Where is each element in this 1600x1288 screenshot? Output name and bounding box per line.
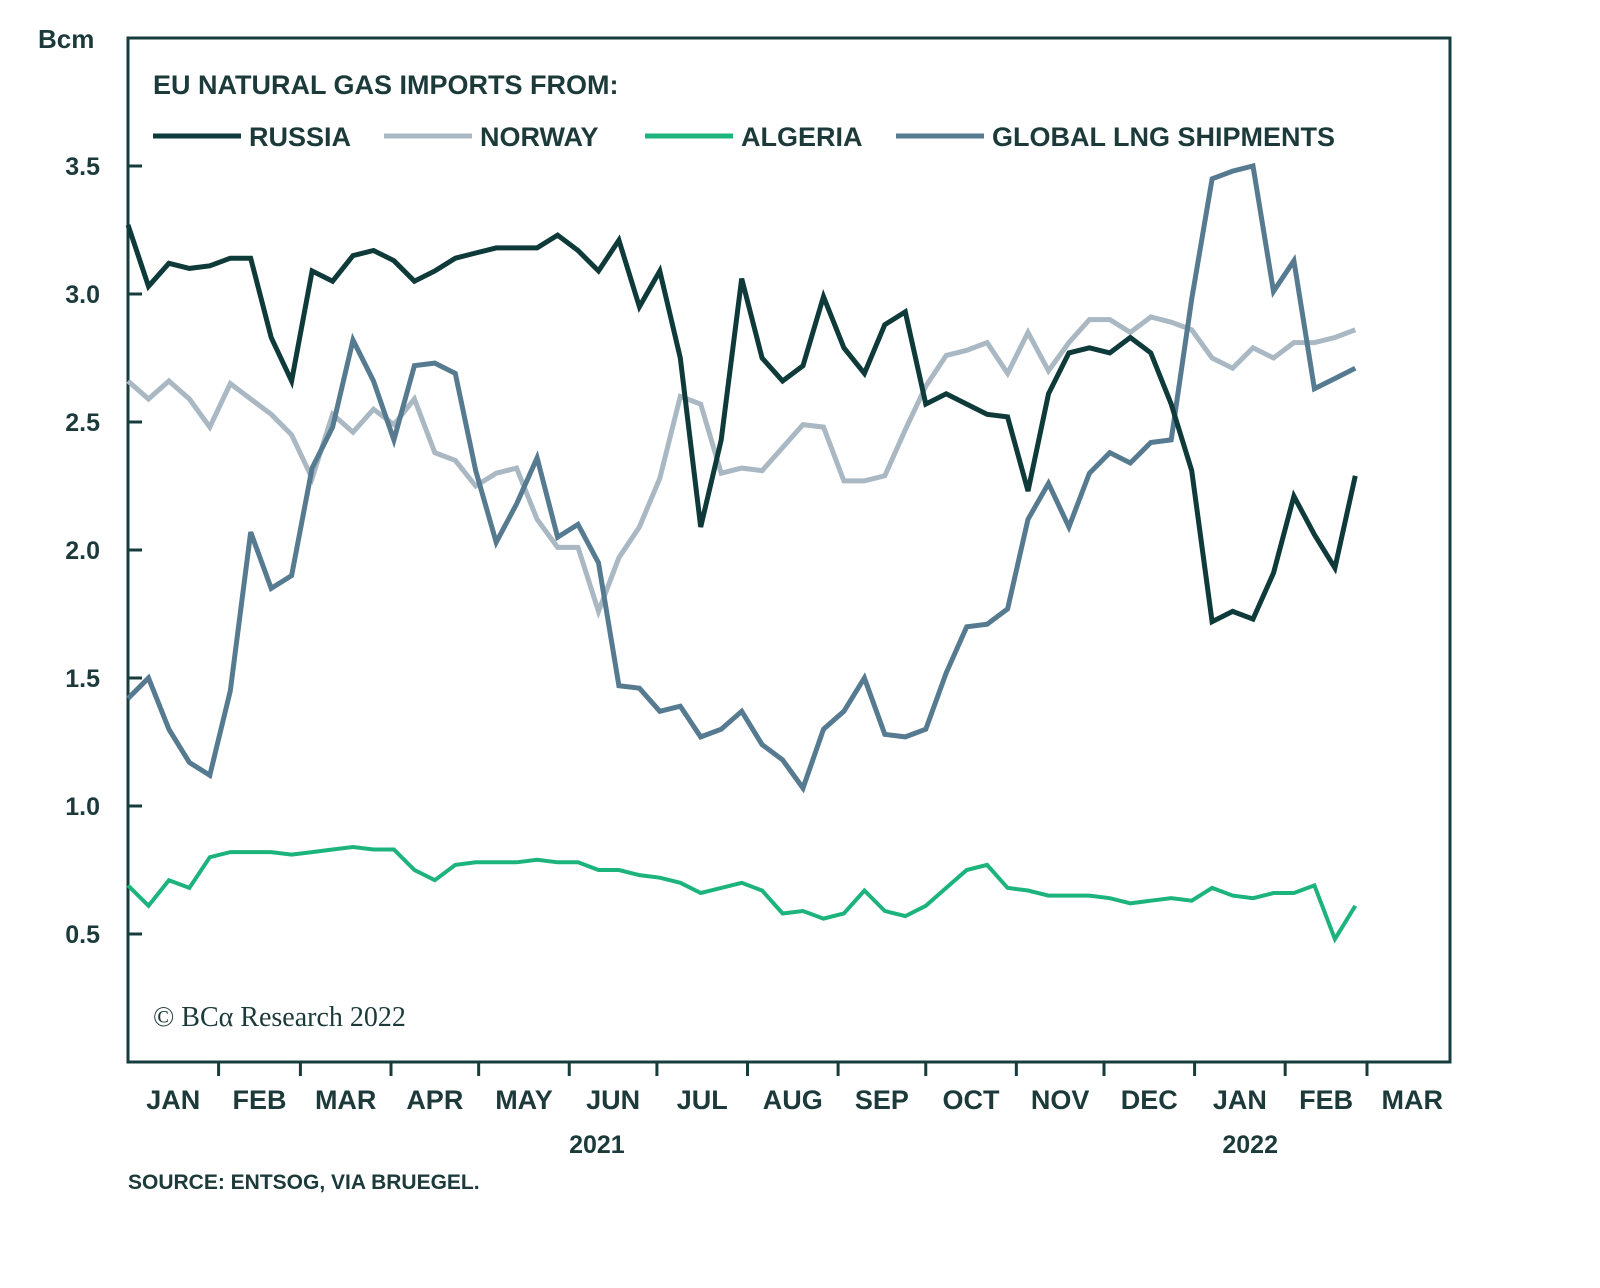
legend: RUSSIA NORWAY ALGERIA GLOBAL LNG SHIPMENTS [153,122,1335,152]
series-line-russia [125,224,1358,626]
month-label: DEC [1121,1085,1178,1115]
month-label: FEB [1299,1085,1353,1115]
y-tick-label: 3.5 [65,153,100,181]
plot-frame [126,36,1452,1064]
y-tick-label: 3.0 [65,281,100,309]
series-line-norway [126,314,1357,619]
y-axis: 0.5 1.0 1.5 2.0 2.5 3.0 3.5 [65,153,142,949]
x-axis: JAN FEB MAR APR MAY JUN JUL AUG SEP OCT NOV DEC JAN F… [146,1062,1443,1159]
chart-title: EU NATURAL GAS IMPORTS FROM: [153,70,619,100]
month-label: MAY [495,1085,553,1115]
month-label: FEB [232,1085,286,1115]
series-line-algeria [126,844,1358,944]
source-note: SOURCE: ENTSOG, VIA BRUEGEL. [128,1171,480,1194]
year-label: 2022 [1222,1131,1278,1159]
legend-label: NORWAY [480,122,599,152]
legend-label: RUSSIA [249,122,351,152]
month-label: OCT [943,1085,1001,1115]
month-label: MAR [315,1085,377,1115]
month-label: JAN [1213,1085,1267,1115]
month-label: NOV [1031,1085,1090,1115]
y-tick-label: 2.5 [65,409,100,437]
month-label: APR [406,1085,463,1115]
series-line-global-lng-shipments [126,162,1357,794]
month-label: JUN [586,1085,640,1115]
y-tick-label: 1.5 [65,665,100,693]
copyright: © BCα Research 2022 [153,1002,406,1033]
month-label: MAR [1382,1085,1444,1115]
series-lines [125,162,1358,944]
legend-label: GLOBAL LNG SHIPMENTS [992,122,1335,152]
month-label: SEP [855,1085,909,1115]
legend-label: ALGERIA [741,122,863,152]
month-label: JAN [146,1085,200,1115]
y-tick-label: 2.0 [65,537,100,565]
y-tick-label: 1.0 [65,793,100,821]
y-axis-label: Bcm [38,24,94,54]
month-label: AUG [763,1085,823,1115]
year-label: 2021 [569,1131,625,1159]
month-label: JUL [677,1085,728,1115]
y-tick-label: 0.5 [65,921,100,949]
